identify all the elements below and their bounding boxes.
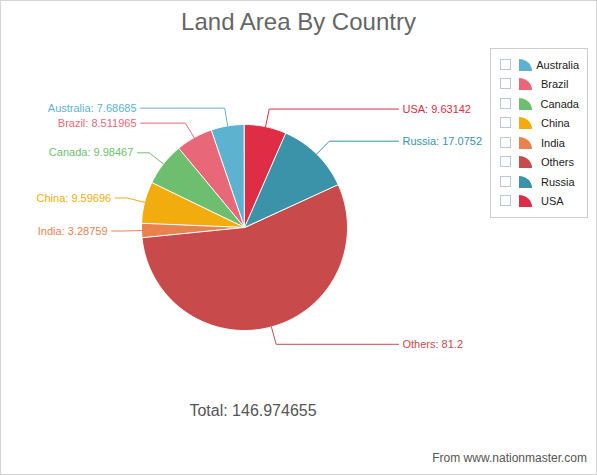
svg-text:China: 9.59696: China: 9.59696	[37, 192, 112, 204]
svg-text:USA: 9.63142: USA: 9.63142	[403, 103, 472, 115]
html-text:Others: Others	[541, 156, 574, 169]
html-text:Total: 146.974655: Total: 146.974655	[189, 402, 317, 419]
svg-text:Canada: 9.98467: Canada: 9.98467	[49, 146, 133, 158]
html-text:India: India	[541, 136, 565, 149]
html-text:Canada: Canada	[540, 97, 579, 110]
svg-text:Russia: 17.0752: Russia: 17.0752	[403, 135, 483, 147]
html-text:Brazil: Brazil	[541, 78, 569, 91]
html-text:Australia: Australia	[536, 58, 579, 71]
svg-text:Others: 81.2: Others: 81.2	[403, 338, 464, 350]
html-text:Russia: Russia	[541, 175, 575, 188]
html-text:China: China	[541, 117, 570, 130]
html-text:Land Area By Country: Land Area By Country	[181, 8, 416, 35]
html-text:USA: USA	[541, 195, 564, 208]
html-text:From www.nationmaster.com: From www.nationmaster.com	[432, 451, 587, 465]
svg-text:Australia: 7.68685: Australia: 7.68685	[48, 102, 137, 114]
svg-text:Brazil: 8.511965: Brazil: 8.511965	[58, 117, 137, 129]
svg-text:India: 3.28759: India: 3.28759	[38, 225, 108, 237]
